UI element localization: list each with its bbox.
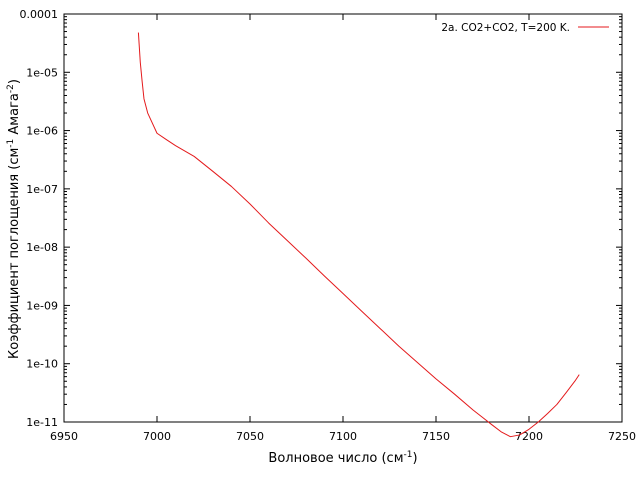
y-tick-label: 1e-11 <box>26 416 58 429</box>
y-tick-label: 1e-09 <box>26 299 58 312</box>
x-axis-title-main: Волновое число (см <box>268 451 403 466</box>
y-tick-label: 1e-08 <box>26 241 58 254</box>
y-tick-label: 1e-06 <box>26 125 58 138</box>
x-tick-label: 7150 <box>422 430 450 443</box>
x-axis-title: Волновое число (см-1) <box>268 450 417 466</box>
y-axis-title-main: Коэффициент поглощения (см <box>7 148 22 359</box>
series-line-0 <box>137 32 580 438</box>
x-tick-label: 6950 <box>50 430 78 443</box>
y-axis-title-mid: Амага <box>7 93 22 139</box>
x-axis-title-sup: -1 <box>404 450 413 460</box>
y-axis-title: Коэффициент поглощения (см-1 Амага-2) <box>6 79 22 359</box>
x-tick-label: 7050 <box>236 430 264 443</box>
y-axis-title-sup2: -2 <box>6 84 16 93</box>
y-tick-label: 1e-10 <box>26 358 58 371</box>
x-tick-label: 7100 <box>329 430 357 443</box>
x-tick-label: 7250 <box>608 430 636 443</box>
y-axis-title-sup1: -1 <box>6 139 16 148</box>
legend-entry-label: 2a. CO2+CO2, T=200 K. <box>441 22 570 34</box>
x-tick-label: 7200 <box>515 430 543 443</box>
y-tick-label: 0.0001 <box>20 8 59 21</box>
y-tick-label: 1e-07 <box>26 183 58 196</box>
y-tick-label: 1e-05 <box>26 66 58 79</box>
x-tick-label: 7000 <box>143 430 171 443</box>
y-axis-title-end: ) <box>7 79 22 84</box>
x-axis-title-end: ) <box>412 451 417 466</box>
plot-frame <box>63 13 623 423</box>
